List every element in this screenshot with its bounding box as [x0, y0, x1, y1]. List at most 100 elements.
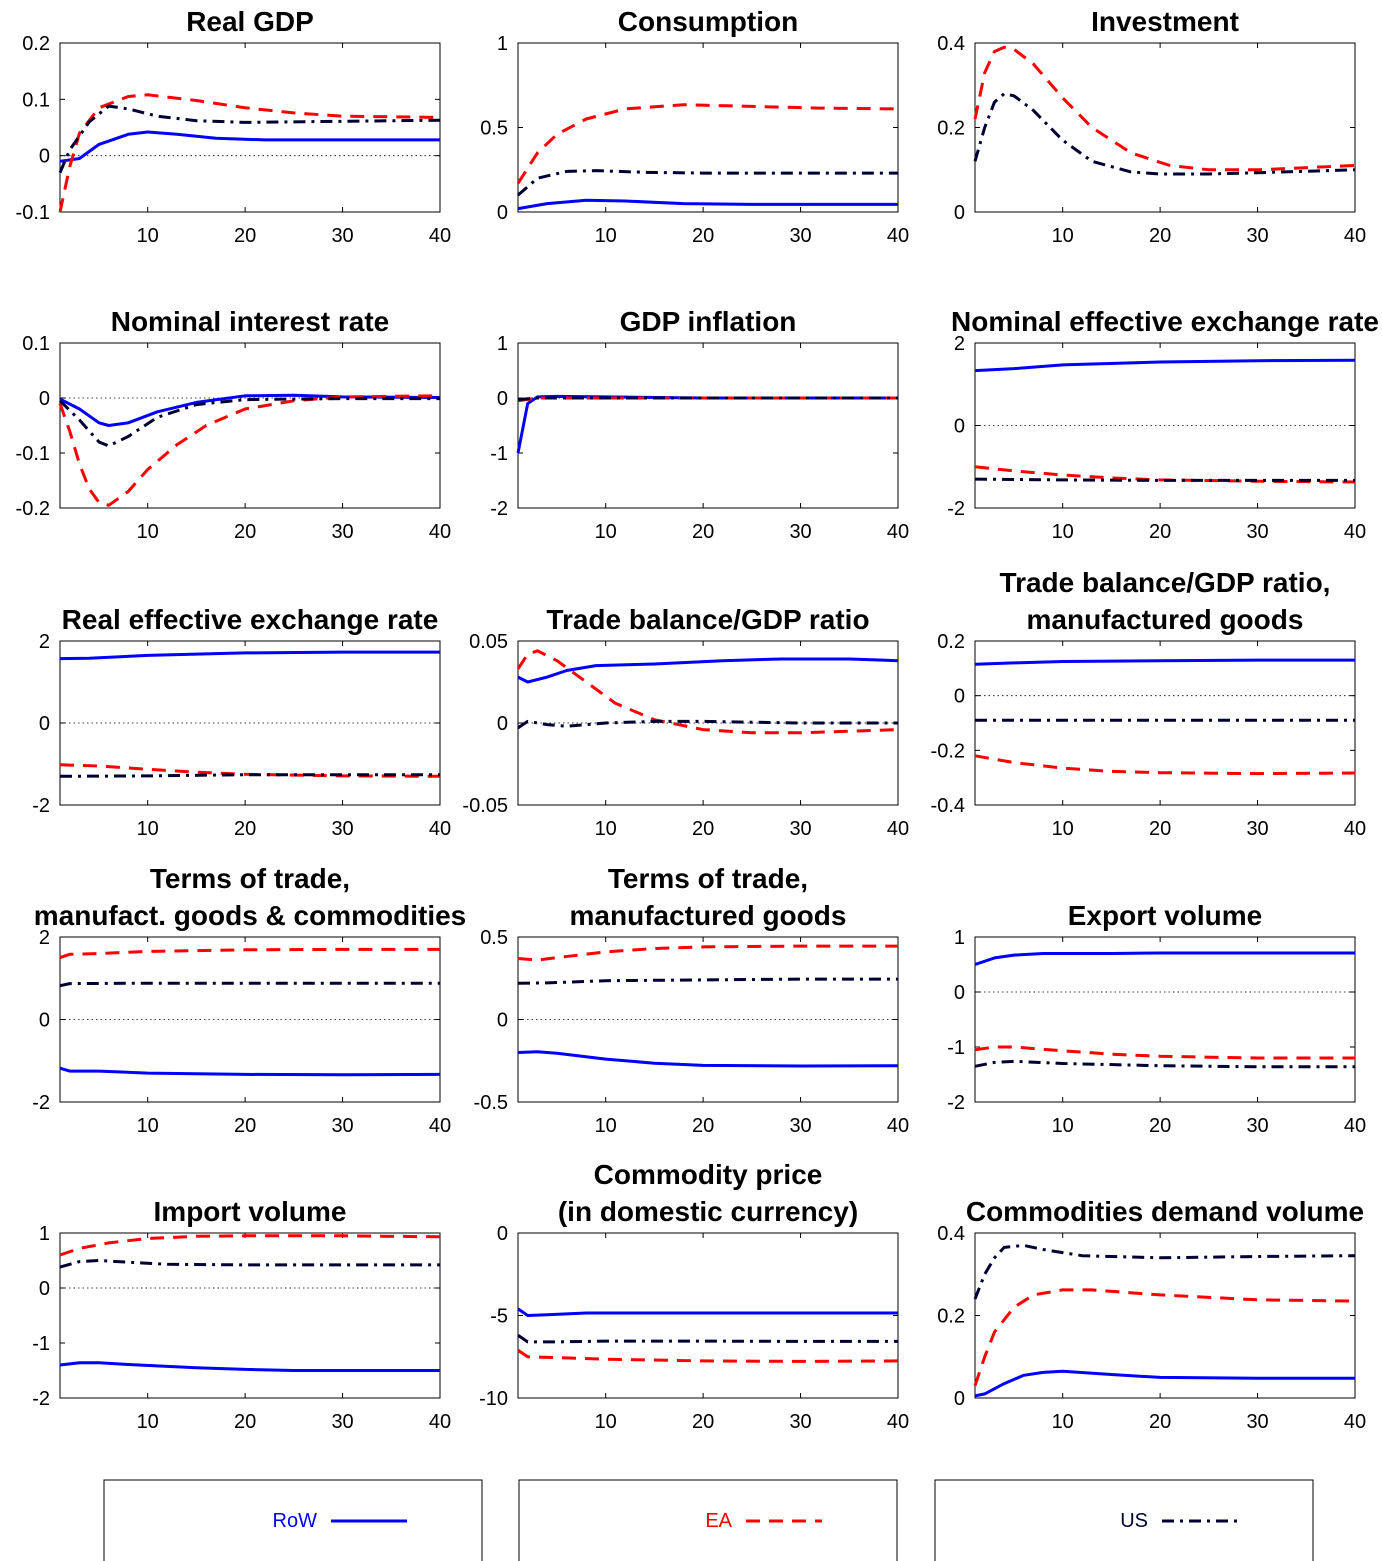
y-tick-label: 2 — [39, 631, 50, 653]
x-tick-label: 30 — [1246, 521, 1268, 543]
x-tick-label: 30 — [789, 1411, 811, 1433]
y-tick-label: 0.2 — [937, 631, 965, 653]
y-tick-label: -0.1 — [16, 443, 50, 465]
series-line-ea — [974, 1045, 1355, 1060]
y-tick-label: -0.2 — [931, 740, 965, 762]
panel-10: Terms of trade, manufact. goods & commodi… — [32, 863, 466, 1137]
x-tick-label: 30 — [331, 1115, 353, 1137]
x-tick-label: 10 — [137, 1411, 159, 1433]
x-tick-label: 40 — [887, 521, 909, 543]
x-tick-label: 20 — [692, 1115, 714, 1137]
y-tick-label: 1 — [39, 1223, 50, 1245]
x-tick-label: 20 — [234, 1411, 256, 1433]
series-line-row — [517, 198, 898, 211]
series-line-us — [59, 773, 440, 778]
x-tick-label: 10 — [137, 521, 159, 543]
x-tick-label: 10 — [1052, 1411, 1074, 1433]
series-line-ea — [973, 1288, 1356, 1387]
panel-title: Terms of trade, — [608, 863, 808, 894]
panel-title: Commodities demand volume — [966, 1196, 1364, 1227]
panel-title: Nominal effective exchange rate — [951, 306, 1379, 337]
series-line-row — [517, 1307, 898, 1317]
x-tick-label: 20 — [234, 521, 256, 543]
x-tick-label: 10 — [1052, 1115, 1074, 1137]
y-tick-label: -2 — [490, 498, 508, 520]
legend-row: RoW — [103, 1479, 483, 1561]
series-line-us — [973, 92, 1356, 176]
y-tick-label: 0 — [497, 713, 508, 735]
x-tick-label: 20 — [692, 225, 714, 247]
x-tick-label: 30 — [789, 225, 811, 247]
series-line-us — [974, 477, 1355, 482]
x-tick-label: 20 — [1149, 1115, 1171, 1137]
panel-title: Nominal interest rate — [111, 306, 390, 337]
y-tick-label: 0 — [497, 1223, 508, 1245]
series-line-ea — [516, 649, 899, 735]
x-tick-label: 10 — [595, 225, 617, 247]
y-tick-label: 2 — [39, 927, 50, 949]
series-line-ea — [973, 45, 1356, 172]
y-tick-label: 0 — [497, 1010, 508, 1032]
x-tick-label: 40 — [429, 225, 451, 247]
series-line-row — [59, 1361, 440, 1372]
x-tick-label: 20 — [1149, 1411, 1171, 1433]
y-tick-label: -0.05 — [462, 795, 508, 817]
series-line-row — [974, 1369, 1355, 1398]
x-tick-label: 30 — [331, 225, 353, 247]
series-line-row — [517, 1050, 899, 1068]
y-tick-label: -2 — [947, 1092, 965, 1114]
y-tick-label: -0.1 — [16, 202, 50, 224]
series-line-us — [58, 397, 440, 448]
series-line-us — [973, 1243, 1356, 1300]
y-tick-label: -5 — [490, 1306, 508, 1328]
panel-8: Trade balance/GDP ratio -0.05 0 0.05 10 20 30 4… — [462, 604, 909, 840]
x-tick-label: 40 — [429, 1115, 451, 1137]
x-tick-label: 20 — [692, 818, 714, 840]
y-tick-label: 0.4 — [937, 1223, 965, 1245]
x-tick-label: 20 — [234, 818, 256, 840]
y-tick-label: 1 — [954, 927, 965, 949]
series-line-us — [517, 169, 898, 197]
y-tick-label: 0.4 — [937, 33, 965, 55]
y-tick-label: 0.05 — [469, 631, 508, 653]
x-tick-label: 20 — [692, 1411, 714, 1433]
panel-title: Real GDP — [186, 6, 314, 37]
series-line-us — [517, 1334, 898, 1344]
panel-7: Real effective exchange rate -2 0 2 10 20 30 40 — [32, 604, 451, 840]
axes-box — [974, 42, 1356, 213]
y-tick-label: 0.2 — [937, 118, 965, 140]
panel-title: Terms of trade, — [150, 863, 350, 894]
y-tick-label: 0 — [39, 1278, 50, 1300]
axes-box — [517, 1232, 899, 1399]
y-tick-label: 0 — [954, 686, 965, 708]
series-line-ea — [59, 763, 441, 778]
x-tick-label: 10 — [595, 1411, 617, 1433]
panel-2: Consumption 0 0.5 1 10 20 30 40 — [480, 6, 909, 247]
x-tick-label: 20 — [1149, 818, 1171, 840]
panel-5: GDP inflation -2 -1 0 1 10 20 30 40 — [490, 306, 909, 543]
y-tick-label: -10 — [479, 1388, 508, 1410]
x-tick-label: 30 — [331, 1411, 353, 1433]
series-line-row — [59, 130, 440, 163]
series-line-us — [59, 1259, 440, 1269]
y-tick-label: 0.1 — [22, 89, 50, 111]
y-tick-label: 0.2 — [937, 1306, 965, 1328]
panel-title: Import volume — [154, 1196, 347, 1227]
panel-title: Export volume — [1068, 900, 1262, 931]
y-tick-label: -2 — [32, 1388, 50, 1410]
y-tick-label: 0 — [39, 1010, 50, 1032]
panel-4: Nominal interest rate -0.2 -0.1 0 0.1 10 20 30 4… — [16, 306, 452, 543]
y-tick-label: -0.4 — [931, 795, 965, 817]
y-tick-label: 1 — [497, 33, 508, 55]
panel-3: Investment 0 0.2 0.4 10 20 30 40 — [937, 6, 1366, 247]
x-tick-label: 30 — [1246, 1411, 1268, 1433]
x-tick-label: 20 — [234, 1115, 256, 1137]
legend-box — [934, 1479, 1314, 1561]
y-tick-label: 0.1 — [22, 333, 50, 355]
y-tick-label: -1 — [490, 443, 508, 465]
x-tick-label: 30 — [789, 521, 811, 543]
x-tick-label: 40 — [887, 225, 909, 247]
x-tick-label: 20 — [1149, 225, 1171, 247]
series-line-row — [974, 358, 1356, 373]
x-tick-label: 30 — [1246, 1115, 1268, 1137]
